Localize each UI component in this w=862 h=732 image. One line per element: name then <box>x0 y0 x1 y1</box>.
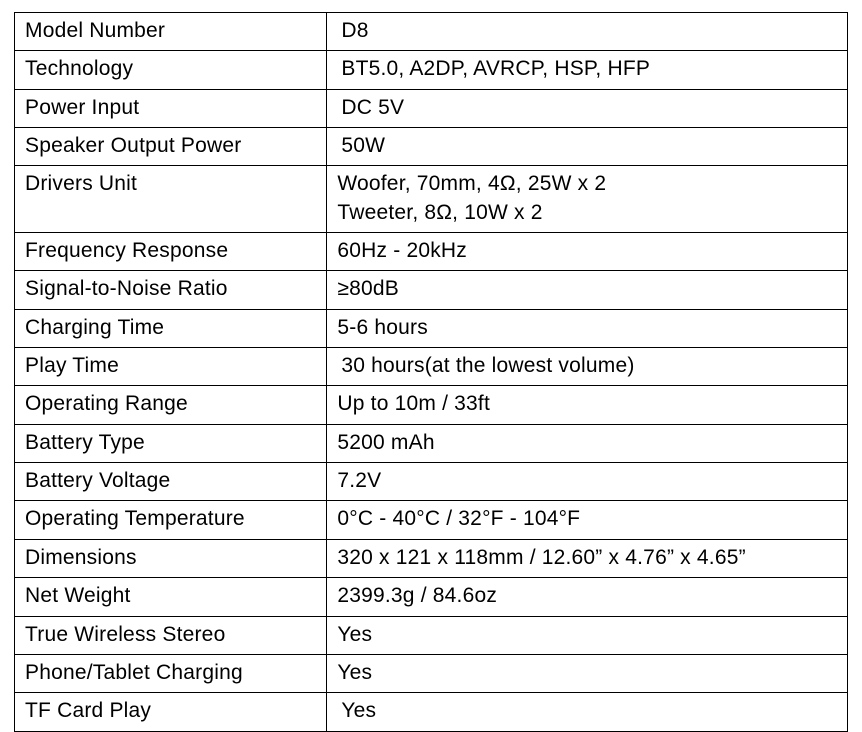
table-row: Technology BT5.0, A2DP, AVRCP, HSP, HFP <box>15 51 848 89</box>
spec-value: Yes <box>327 693 848 731</box>
spec-value: 7.2V <box>327 463 848 501</box>
spec-value: 5-6 hours <box>327 309 848 347</box>
table-row: Speaker Output Power 50W <box>15 128 848 166</box>
spec-value: Yes <box>327 616 848 654</box>
table-row: Signal-to-Noise Ratio ≥80dB <box>15 271 848 309</box>
spec-label: Dimensions <box>15 539 327 577</box>
table-row: Play Time 30 hours(at the lowest volume) <box>15 348 848 386</box>
spec-value: BT5.0, A2DP, AVRCP, HSP, HFP <box>327 51 848 89</box>
spec-label: Phone/Tablet Charging <box>15 654 327 692</box>
spec-label: Signal-to-Noise Ratio <box>15 271 327 309</box>
table-row: Model Number D8 <box>15 13 848 51</box>
spec-label: True Wireless Stereo <box>15 616 327 654</box>
table-row: Operating Range Up to 10m / 33ft <box>15 386 848 424</box>
spec-label: Technology <box>15 51 327 89</box>
table-row: Dimensions 320 x 121 x 118mm / 12.60” x … <box>15 539 848 577</box>
table-row: Battery Type 5200 mAh <box>15 424 848 462</box>
spec-label: Model Number <box>15 13 327 51</box>
table-row: Operating Temperature 0°C - 40°C / 32°F … <box>15 501 848 539</box>
spec-value: 30 hours(at the lowest volume) <box>327 348 848 386</box>
spec-value: 5200 mAh <box>327 424 848 462</box>
spec-value: Yes <box>327 654 848 692</box>
table-row: Drivers Unit Woofer, 70mm, 4Ω, 25W x 2Tw… <box>15 166 848 233</box>
table-row: Frequency Response 60Hz - 20kHz <box>15 233 848 271</box>
spec-label: Frequency Response <box>15 233 327 271</box>
table-row: Net Weight 2399.3g / 84.6oz <box>15 578 848 616</box>
spec-label: Net Weight <box>15 578 327 616</box>
spec-value: 0°C - 40°C / 32°F - 104°F <box>327 501 848 539</box>
spec-value: Up to 10m / 33ft <box>327 386 848 424</box>
spec-value: 60Hz - 20kHz <box>327 233 848 271</box>
spec-value: ≥80dB <box>327 271 848 309</box>
spec-value: DC 5V <box>327 89 848 127</box>
spec-label: Battery Type <box>15 424 327 462</box>
table-row: Battery Voltage 7.2V <box>15 463 848 501</box>
spec-value: D8 <box>327 13 848 51</box>
table-row: Charging Time 5-6 hours <box>15 309 848 347</box>
spec-label: Operating Temperature <box>15 501 327 539</box>
table-row: Power Input DC 5V <box>15 89 848 127</box>
spec-value: 50W <box>327 128 848 166</box>
spec-label: Speaker Output Power <box>15 128 327 166</box>
table-row: TF Card Play Yes <box>15 693 848 731</box>
spec-label: Play Time <box>15 348 327 386</box>
spec-label: Operating Range <box>15 386 327 424</box>
spec-label: Charging Time <box>15 309 327 347</box>
table-row: Phone/Tablet Charging Yes <box>15 654 848 692</box>
table-row: True Wireless Stereo Yes <box>15 616 848 654</box>
spec-value: 2399.3g / 84.6oz <box>327 578 848 616</box>
spec-value: 320 x 121 x 118mm / 12.60” x 4.76” x 4.6… <box>327 539 848 577</box>
spec-label: Power Input <box>15 89 327 127</box>
spec-label: Drivers Unit <box>15 166 327 233</box>
spec-label: TF Card Play <box>15 693 327 731</box>
spec-label: Battery Voltage <box>15 463 327 501</box>
spec-table: Model Number D8 Technology BT5.0, A2DP, … <box>14 12 848 732</box>
spec-value: Woofer, 70mm, 4Ω, 25W x 2Tweeter, 8Ω, 10… <box>327 166 848 233</box>
